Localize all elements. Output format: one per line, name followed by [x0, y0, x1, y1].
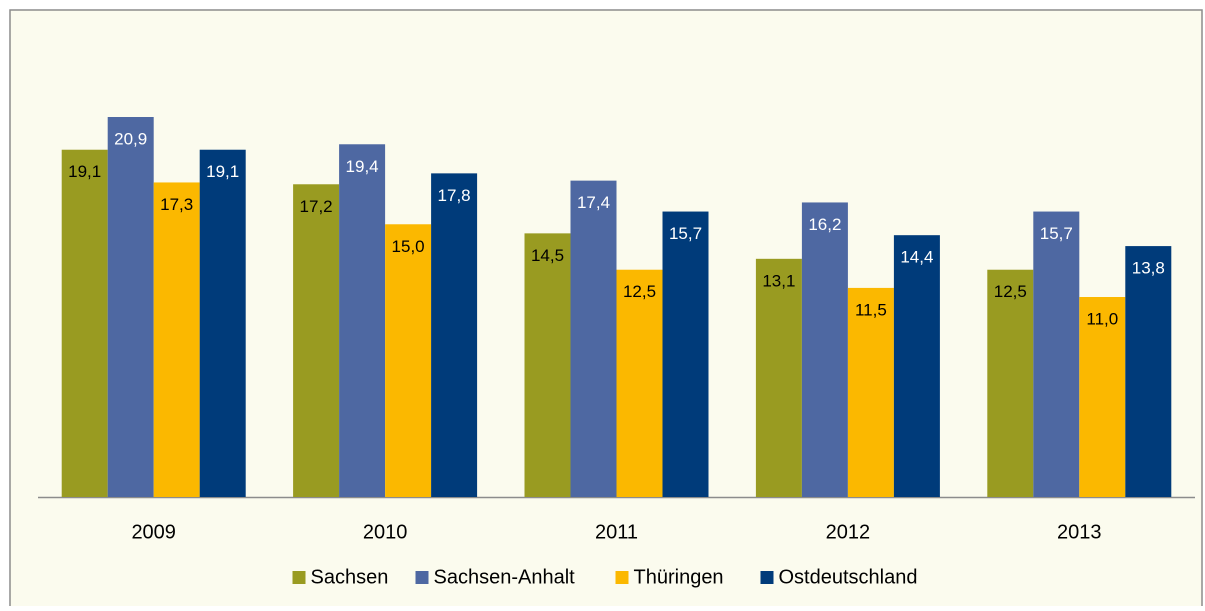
- bar: [847, 287, 894, 497]
- value-label: 17,8: [438, 186, 471, 205]
- legend-label: Thüringen: [634, 566, 724, 588]
- x-tick-label: 2013: [1057, 521, 1102, 543]
- value-label: 17,2: [300, 197, 333, 216]
- value-label: 13,1: [762, 271, 795, 290]
- legend-label: Sachsen-Anhalt: [434, 566, 576, 588]
- value-label: 11,0: [1086, 309, 1118, 328]
- bar: [385, 224, 432, 498]
- legend-swatch: [415, 571, 429, 584]
- bar: [1033, 211, 1080, 497]
- value-label: 12,5: [623, 282, 656, 301]
- x-tick-label: 2011: [595, 521, 638, 543]
- bar: [153, 182, 200, 498]
- value-label: 19,1: [68, 162, 101, 181]
- bar: [524, 233, 571, 497]
- bar: [1079, 297, 1126, 497]
- value-label: 17,3: [160, 195, 193, 214]
- value-label: 19,1: [206, 162, 239, 181]
- x-tick-label: 2010: [363, 521, 408, 543]
- value-label: 15,0: [392, 237, 425, 256]
- legend-label: Sachsen: [311, 566, 389, 588]
- x-tick-label: 2012: [826, 521, 871, 543]
- bar: [755, 258, 802, 497]
- value-label: 12,5: [994, 282, 1027, 301]
- value-label: 16,2: [808, 215, 841, 234]
- bar: [61, 149, 108, 497]
- legend-swatch: [760, 571, 774, 584]
- bar: [801, 202, 848, 498]
- bar: [431, 173, 478, 497]
- bar: [616, 269, 663, 497]
- bar: [662, 211, 709, 497]
- bar: [893, 235, 940, 497]
- value-label: 20,9: [114, 129, 147, 148]
- value-label: 17,4: [577, 193, 610, 212]
- value-label: 14,4: [900, 248, 933, 267]
- legend-swatch: [615, 571, 629, 584]
- bar: [199, 149, 246, 497]
- value-label: 11,5: [855, 300, 887, 319]
- bar: [293, 184, 340, 498]
- x-tick-label: 2009: [131, 521, 176, 543]
- legend-label: Ostdeutschland: [779, 566, 918, 588]
- bar: [107, 117, 154, 497]
- value-label: 15,7: [1040, 224, 1073, 243]
- bar: [1125, 246, 1172, 497]
- bar: [339, 144, 386, 498]
- bar: [987, 269, 1034, 497]
- value-label: 14,5: [531, 246, 564, 265]
- value-label: 15,7: [669, 224, 702, 243]
- value-label: 13,8: [1132, 259, 1165, 278]
- legend-swatch: [292, 571, 306, 584]
- value-label: 19,4: [346, 157, 379, 176]
- bar: [570, 180, 617, 498]
